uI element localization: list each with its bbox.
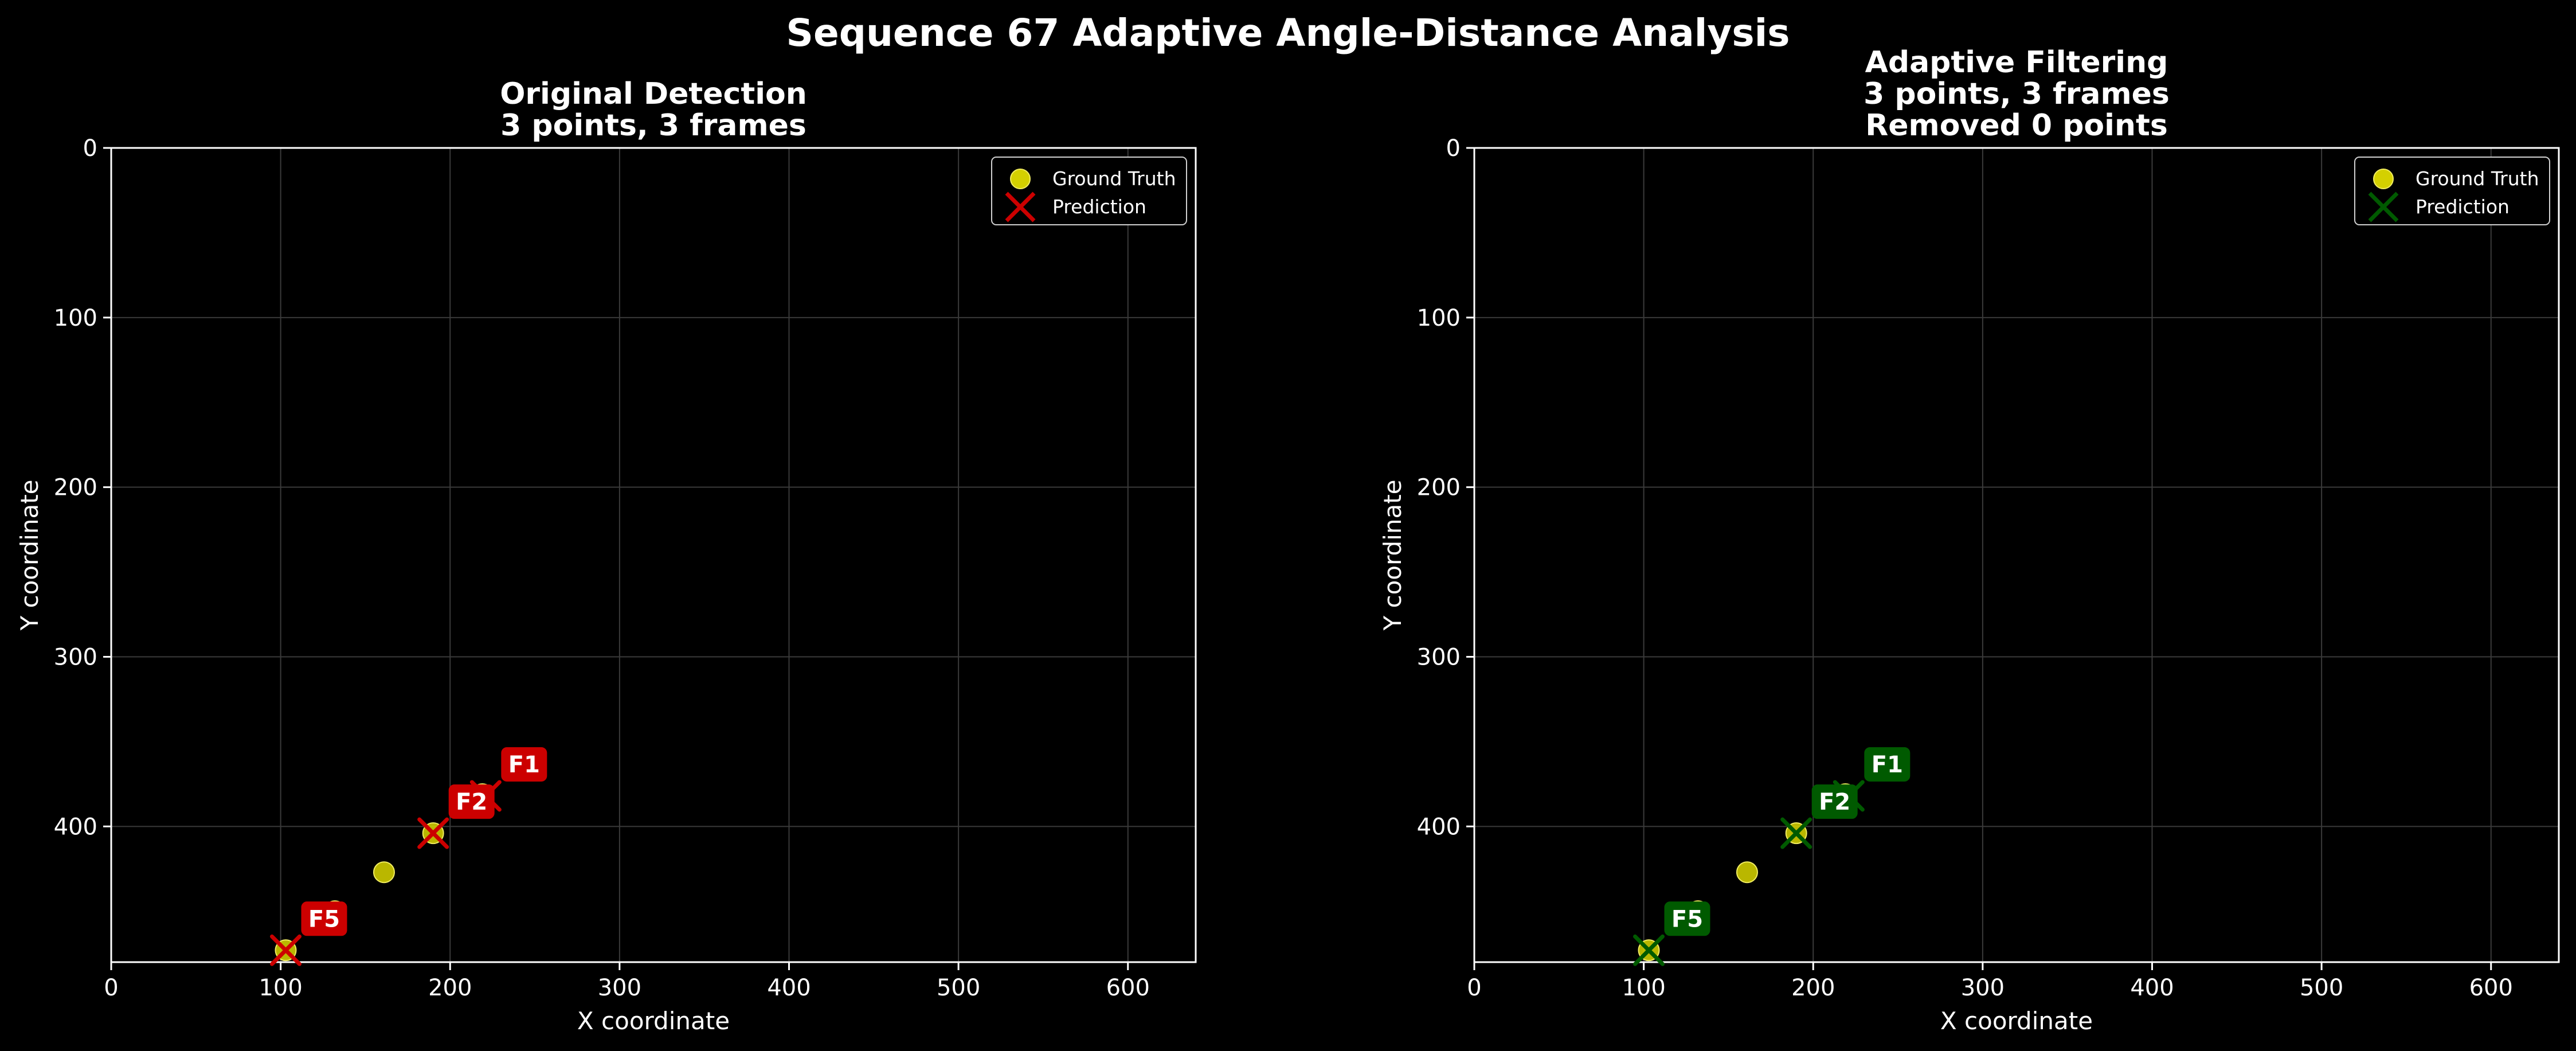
x-tick-label: 500 [2300,975,2343,1001]
y-axis-label: Y coordinate [1379,479,1407,631]
legend-ground-truth-label: Ground Truth [1052,167,1176,190]
axes-frame [110,147,1197,963]
panel-title-line: 3 points, 3 frames [1864,77,2170,111]
y-tick-label: 100 [1417,305,1461,331]
panel-adaptive-filtering: 0 100 200 300 400 500 600 0 100 200 300 400 X coordi… [1379,45,2560,1035]
y-tick-label: 100 [54,305,97,331]
frame-label: F5 [308,906,340,932]
y-tick-label: 200 [54,475,97,501]
legend-ground-truth-label: Ground Truth [2416,167,2539,190]
legend-prediction-marker [1005,192,1036,222]
ground-truth-point [1736,861,1758,884]
legend-box [991,157,1187,225]
y-tick-label: 300 [1417,644,1461,671]
y-tick-label: 400 [1417,814,1461,840]
x-tick-label: 100 [259,975,302,1001]
prediction-marker-stroke [1780,817,1812,849]
y-tick-label: 0 [1446,135,1461,162]
frame-label: F5 [1671,906,1703,932]
y-tick-label: 300 [54,644,97,671]
x-tick-label: 0 [104,975,118,1001]
legend-prediction-label: Prediction [2416,196,2510,218]
x-axis-label: X coordinate [1940,1007,2093,1035]
legend-prediction-label: Prediction [1052,196,1146,218]
frame-label-box [1811,784,1858,819]
prediction-marker-stroke [269,934,302,966]
x-tick-label: 200 [428,975,472,1001]
axes-frame [1473,147,2560,963]
frame-label: F1 [1872,752,1903,778]
frame-label: F2 [1819,789,1850,815]
legend-box [2354,157,2550,225]
prediction-marker-stroke [417,817,449,849]
x-tick-label: 300 [598,975,641,1001]
y-tick-label: 0 [83,135,97,162]
legend-ground-truth-marker [1010,169,1031,189]
x-tick-label: 400 [2130,975,2174,1001]
legend-prediction-marker [2368,192,2399,222]
panel-title-line: Removed 0 points [1865,108,2168,143]
x-tick-label: 0 [1467,975,1481,1001]
frame-label-box [501,747,547,782]
x-tick-label: 200 [1791,975,1835,1001]
panel-title-line: 3 points, 3 frames [500,108,807,143]
figure-suptitle: Sequence 67 Adaptive Angle-Distance Anal… [786,11,1790,55]
prediction-marker-stroke [1632,934,1665,966]
x-axis-label: X coordinate [577,1007,730,1035]
x-tick-label: 400 [767,975,811,1001]
frame-label: F1 [508,752,540,778]
x-tick-label: 100 [1622,975,1665,1001]
panel-original-detection: 0 100 200 300 400 500 600 0 100 200 300 400 X coordi… [15,77,1197,1035]
frame-label-box [448,784,495,819]
frame-label-box [1864,747,1911,782]
legend-ground-truth-marker [2373,169,2394,189]
frame-label-box [1664,901,1710,936]
y-axis-label: Y coordinate [15,479,44,631]
x-tick-label: 300 [1961,975,2005,1001]
panel-title-line: Adaptive Filtering [1865,45,2168,80]
x-tick-label: 600 [2469,975,2513,1001]
y-tick-label: 200 [1417,475,1461,501]
panel-title-line: Original Detection [500,77,807,111]
ground-truth-point [373,861,395,884]
x-tick-label: 500 [937,975,980,1001]
y-tick-label: 400 [54,814,97,840]
x-tick-label: 600 [1106,975,1150,1001]
frame-label-box [301,901,347,936]
frame-label: F2 [456,789,487,815]
